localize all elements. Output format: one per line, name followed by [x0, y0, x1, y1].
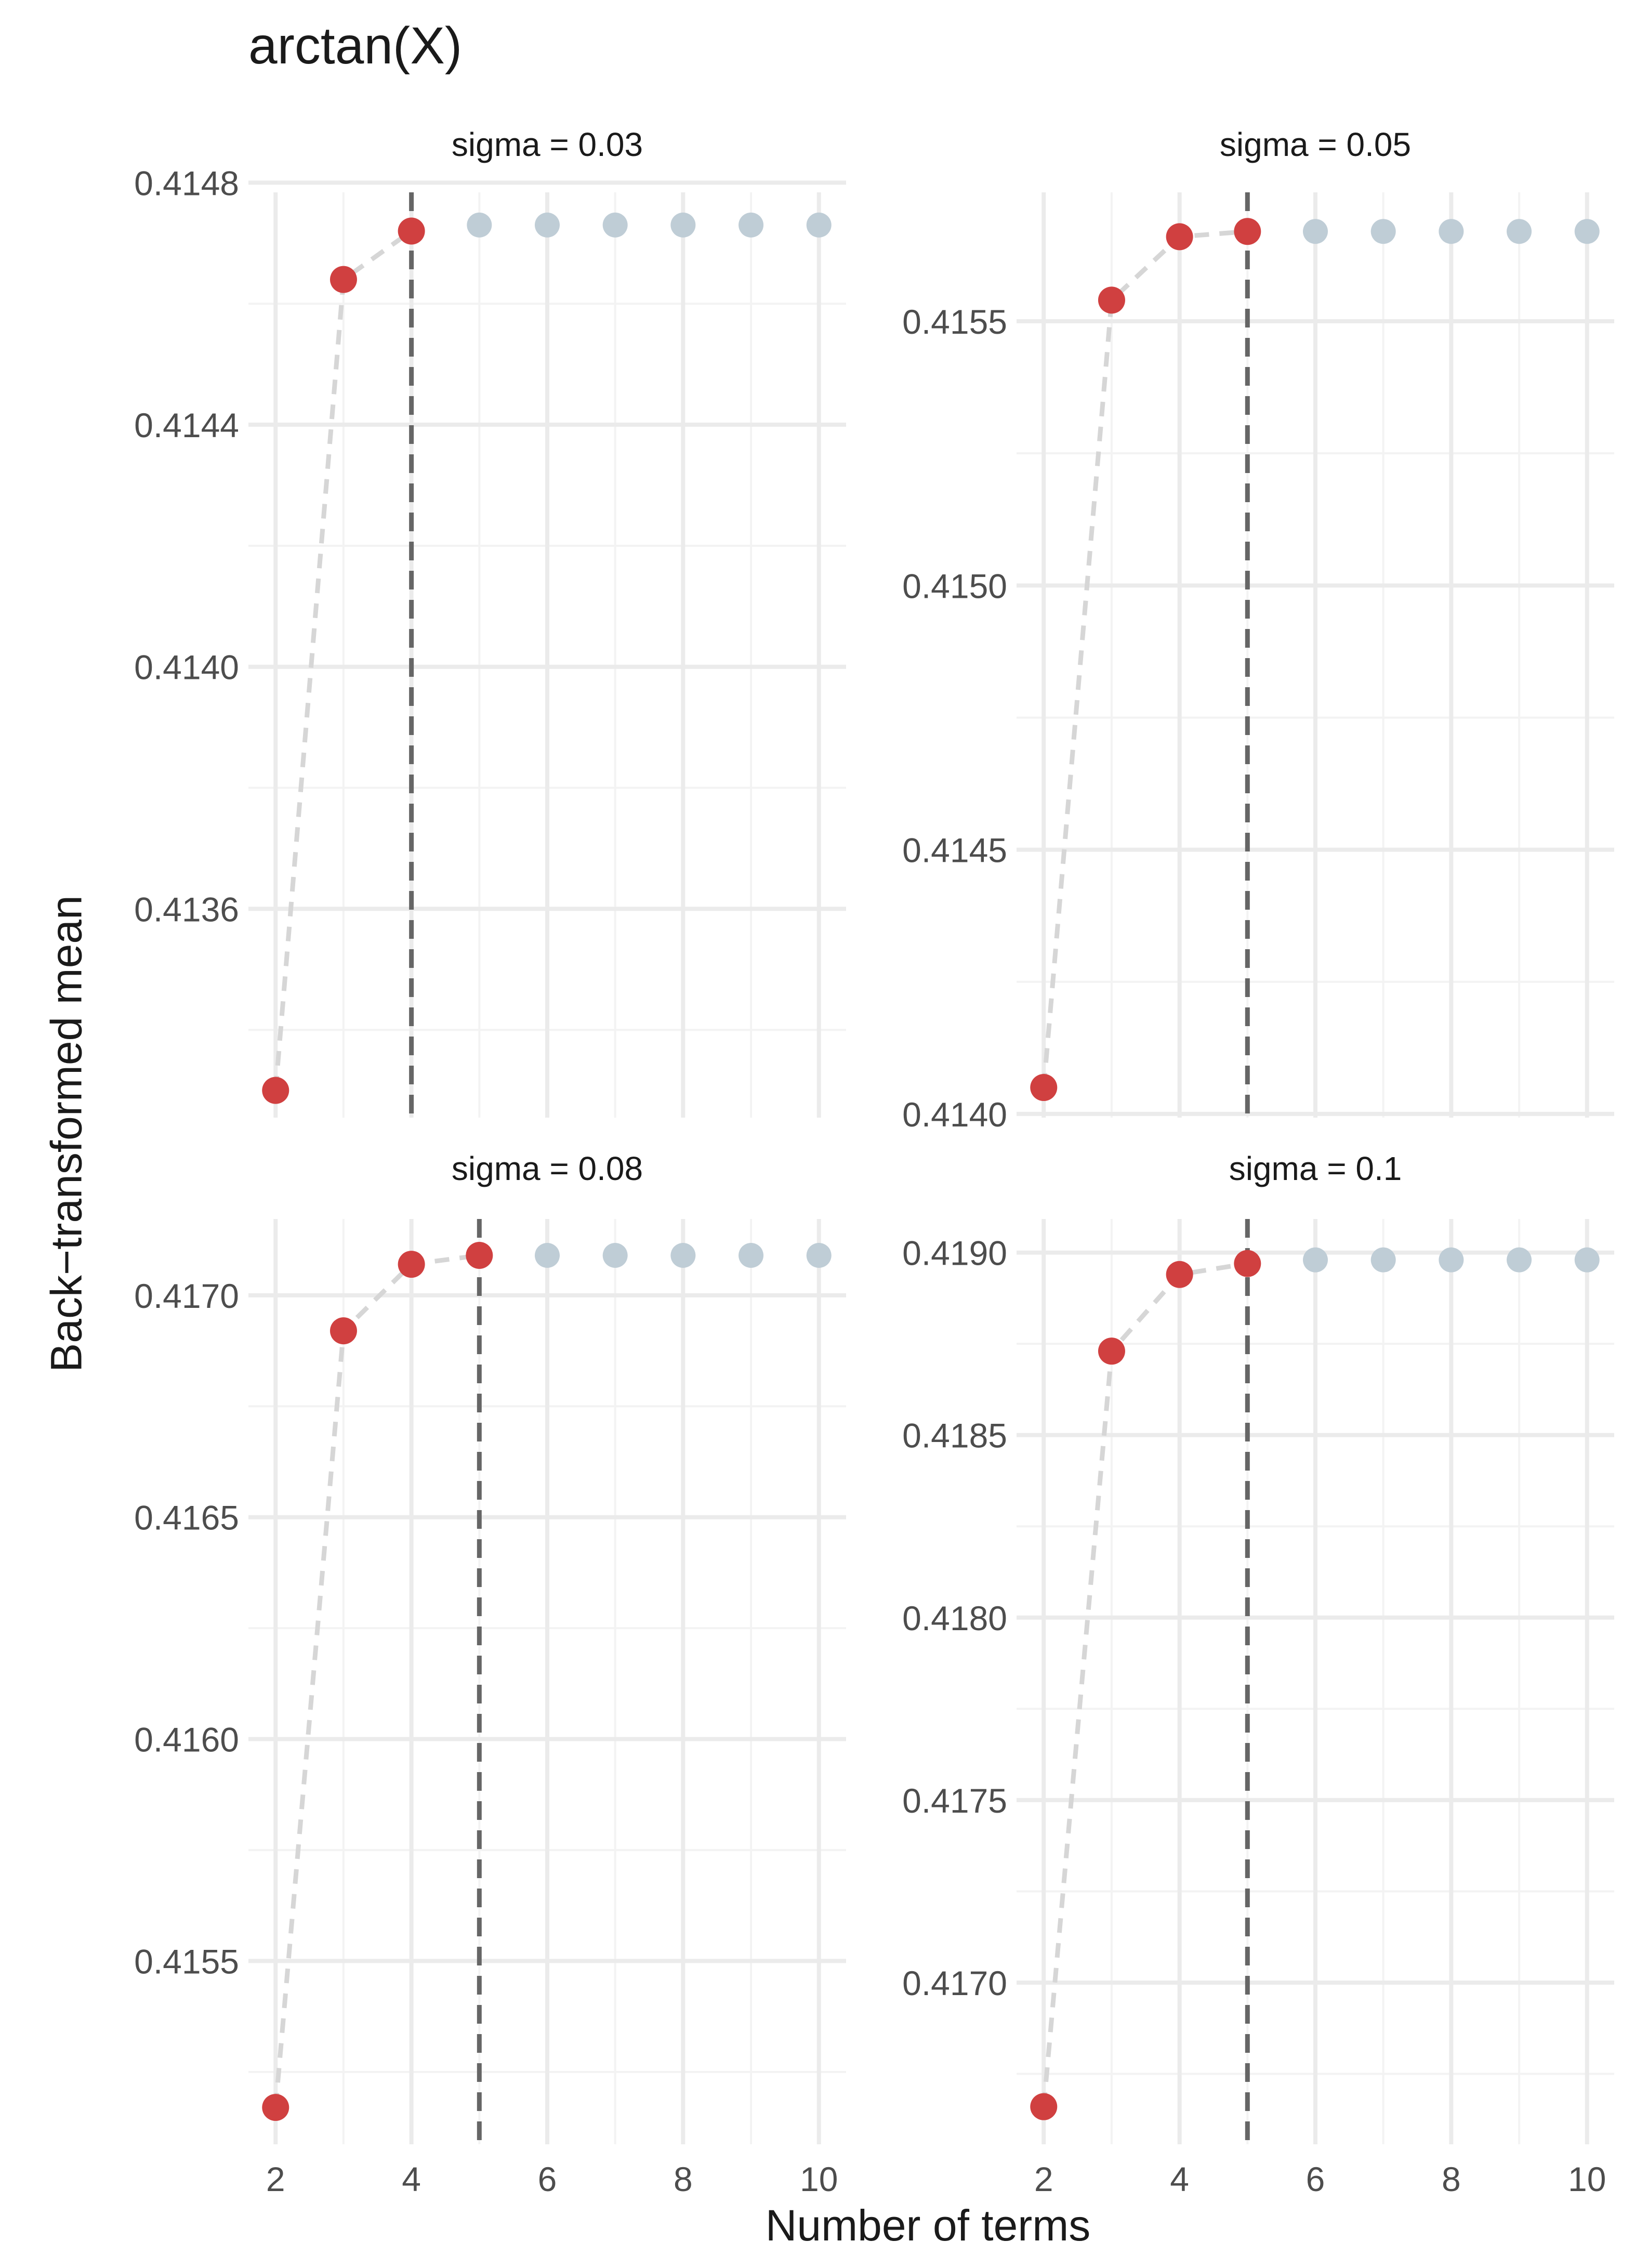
y-tick-label: 0.4180 — [902, 1599, 1007, 1637]
data-point-unselected — [1303, 219, 1328, 244]
data-point-selected — [1166, 1261, 1193, 1288]
y-tick-label: 0.4155 — [902, 303, 1007, 341]
data-point-selected — [1166, 223, 1193, 251]
data-point-unselected — [670, 212, 696, 238]
series-path-line — [1041, 229, 1248, 1088]
y-tick-label: 0.4144 — [134, 406, 239, 444]
y-tick-label: 0.4148 — [134, 164, 239, 202]
x-tick-label: 10 — [800, 2160, 838, 2198]
data-point-selected — [262, 1077, 289, 1104]
data-point-unselected — [602, 212, 628, 238]
y-tick-label: 0.4165 — [134, 1499, 239, 1537]
facet-panel: sigma = 0.08 0.4155 0.4160 0.4165 0.4170 2 4 6 8… — [134, 1150, 846, 2198]
data-point-selected — [262, 2094, 289, 2121]
y-tick-label: 0.4175 — [902, 1781, 1007, 1820]
y-tick-label: 0.4140 — [134, 648, 239, 687]
data-point-unselected — [739, 1243, 764, 1268]
data-point-unselected — [670, 1243, 696, 1268]
x-tick-label: 4 — [402, 2160, 421, 2198]
facet-panel: sigma = 0.05 0.4140 0.4145 0.4150 0.4155 — [902, 126, 1614, 1134]
data-point-selected — [1234, 218, 1261, 245]
data-point-unselected — [1439, 219, 1464, 244]
y-tick-label: 0.4170 — [902, 1964, 1007, 2002]
y-tick-label: 0.4170 — [134, 1277, 239, 1315]
facet-panel: sigma = 0.1 0.4170 0.4175 0.4180 0.4185 0.419… — [902, 1150, 1614, 2198]
series-path-line — [273, 1253, 480, 2108]
data-point-unselected — [739, 212, 764, 238]
data-point-selected — [1030, 2093, 1058, 2120]
data-point-unselected — [535, 1243, 560, 1268]
data-point-selected — [329, 1317, 357, 1345]
data-point-unselected — [467, 212, 492, 238]
data-point-selected — [1234, 1250, 1261, 1277]
y-tick-label: 0.4190 — [902, 1234, 1007, 1273]
data-point-unselected — [1507, 219, 1532, 244]
x-tick-label: 10 — [1568, 2160, 1606, 2198]
x-tick-label: 8 — [1442, 2160, 1461, 2198]
data-point-unselected — [806, 212, 832, 238]
facet-strip-label: sigma = 0.05 — [1220, 126, 1411, 163]
data-point-unselected — [1574, 1247, 1600, 1273]
data-point-selected — [329, 266, 357, 293]
data-point-unselected — [535, 212, 560, 238]
facet-strip-label: sigma = 0.1 — [1229, 1150, 1402, 1187]
series-path-line — [1041, 1261, 1248, 2107]
data-point-unselected — [1507, 1247, 1532, 1273]
y-tick-label: 0.4140 — [902, 1095, 1007, 1134]
facet-panel: sigma = 0.03 0.4136 0.4140 0.4144 0.4148 — [134, 126, 846, 1118]
data-point-unselected — [1303, 1247, 1328, 1273]
data-point-selected — [398, 217, 425, 245]
y-tick-label: 0.4136 — [134, 890, 239, 928]
x-tick-label: 2 — [1034, 2160, 1053, 2198]
x-axis-label: Number of terms — [765, 2201, 1091, 2250]
data-point-unselected — [1439, 1247, 1464, 1273]
data-point-unselected — [1574, 219, 1600, 244]
y-tick-label: 0.4155 — [134, 1942, 239, 1981]
chart-title: arctan(X) — [248, 17, 463, 75]
y-tick-label: 0.4145 — [902, 831, 1007, 870]
y-axis-label: Back−transformed mean — [42, 895, 91, 1372]
data-point-unselected — [602, 1243, 628, 1268]
x-tick-label: 8 — [674, 2160, 693, 2198]
y-tick-label: 0.4185 — [902, 1417, 1007, 1455]
y-tick-label: 0.4160 — [134, 1721, 239, 1759]
facet-strip-label: sigma = 0.03 — [452, 126, 643, 163]
data-point-selected — [398, 1251, 425, 1278]
data-point-unselected — [806, 1243, 832, 1268]
data-point-selected — [466, 1242, 493, 1269]
data-point-selected — [1098, 1338, 1125, 1365]
facet-strip-label: sigma = 0.08 — [452, 1150, 643, 1187]
x-tick-label: 4 — [1170, 2160, 1189, 2198]
x-tick-label: 6 — [1306, 2160, 1325, 2198]
data-point-selected — [1030, 1074, 1058, 1102]
x-tick-label: 6 — [538, 2160, 557, 2198]
data-point-unselected — [1370, 219, 1396, 244]
x-tick-label: 2 — [266, 2160, 285, 2198]
y-tick-label: 0.4150 — [902, 567, 1007, 605]
data-point-selected — [1098, 286, 1125, 314]
data-point-unselected — [1370, 1247, 1396, 1273]
